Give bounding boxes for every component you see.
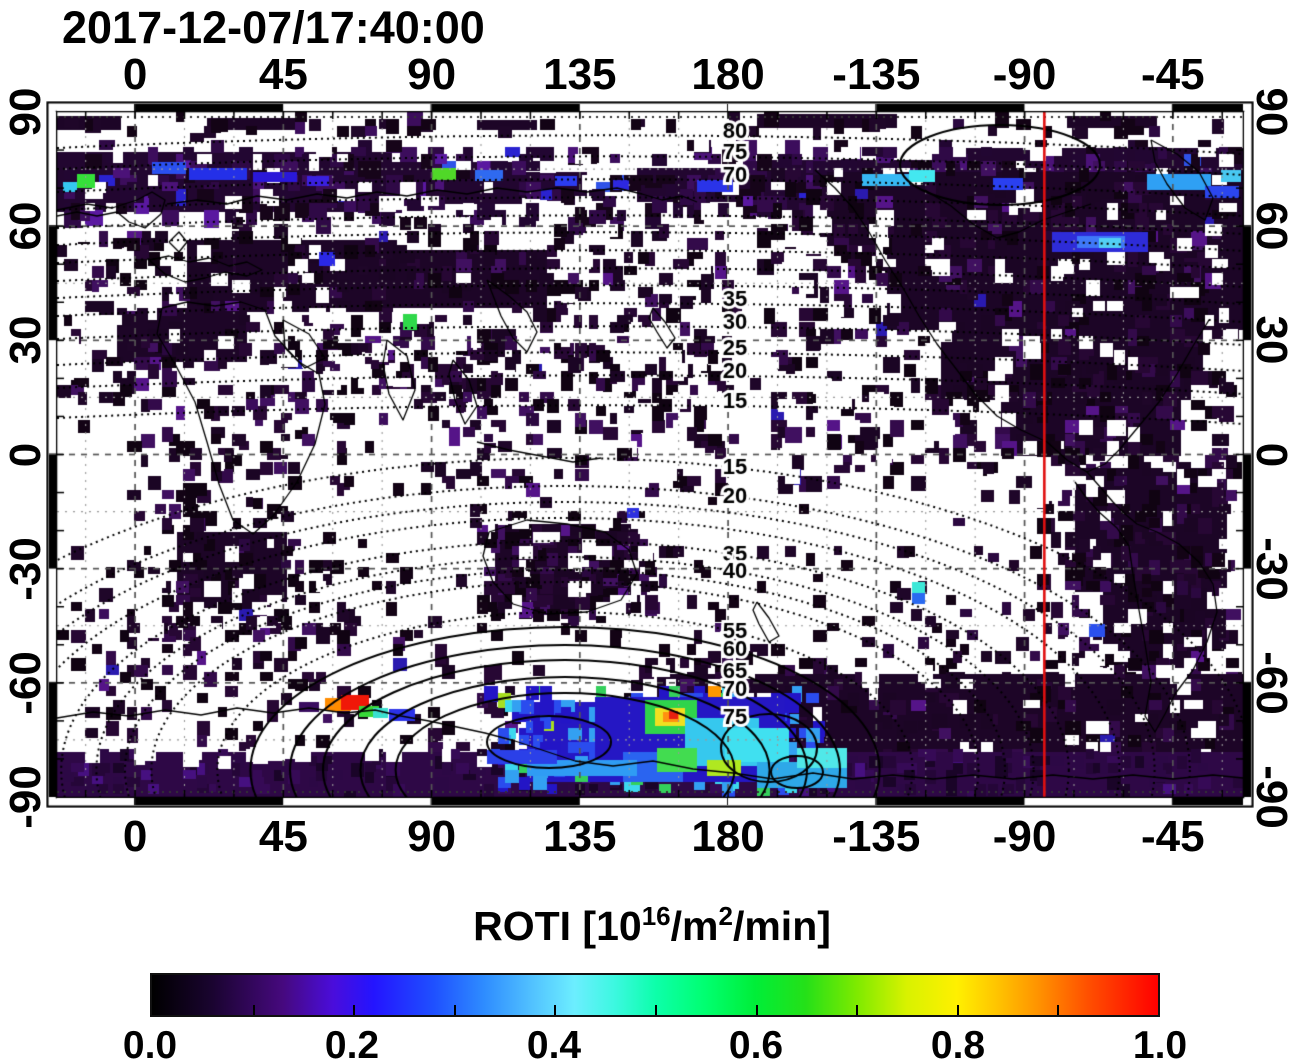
world-map-canvas [46,101,1254,808]
colorbar-tick-label: 1.0 [1132,1024,1188,1064]
lon-tick-label-top: 0 [122,50,148,99]
colorbar-minor-tick [554,1005,557,1015]
colorbar-tick-label: 0.4 [526,1024,582,1064]
colorbar-minor-tick [353,1005,356,1015]
lon-tick-label-top: -45 [1141,50,1205,99]
lon-tick-label-top: -90 [992,50,1057,99]
lon-tick-label-bottom: 180 [691,812,765,861]
plot-title-timestamp: 2017-12-07/17:40:00 [62,2,485,53]
colorbar-title-mid: /m [670,903,719,949]
roti-colorbar [150,973,1160,1017]
colorbar-title-exp1: 16 [641,901,671,931]
lat-tick-label-left: 0 [1,442,50,467]
colorbar-tick-label: 0.6 [728,1024,784,1064]
lon-tick-label-bottom: -135 [832,812,921,861]
colorbar-title-exp2: 2 [718,901,733,931]
lon-tick-label-bottom: 135 [543,812,617,861]
lat-tick-label-left: 30 [1,315,50,365]
lon-tick-label-bottom: -45 [1141,812,1205,861]
colorbar-title-suffix: /min] [732,903,831,949]
colorbar-minor-tick [856,1005,859,1015]
lat-tick-label-left: -30 [1,536,50,601]
lat-tick-label-left: 60 [1,201,50,251]
colorbar-minor-tick [1057,1005,1060,1015]
colorbar-title: ROTI [1016/m2/min] [473,901,831,950]
colorbar-minor-tick [252,1005,255,1015]
lon-tick-label-top: 90 [407,50,457,99]
lon-tick-label-bottom: 90 [407,812,457,861]
colorbar-tick-label: 0.2 [324,1024,380,1064]
lon-tick-label-bottom: 0 [122,812,148,861]
lon-tick-label-bottom: -90 [992,812,1057,861]
colorbar-minor-tick [655,1005,657,1015]
lon-tick-label-bottom: 45 [258,812,308,861]
lon-tick-label-top: 45 [258,50,308,99]
colorbar-minor-tick [956,1005,959,1015]
lat-tick-label-left: -90 [1,765,50,829]
lat-tick-label-left: 90 [1,87,50,137]
colorbar-title-prefix: ROTI [10 [473,903,642,949]
lon-tick-label-top: -135 [832,50,921,99]
lon-tick-label-top: 180 [691,50,765,99]
lat-tick-label-left: -60 [1,651,50,715]
colorbar-tick-label: 0.8 [930,1024,986,1064]
colorbar-tick-label: 0.0 [122,1024,178,1064]
lon-tick-label-top: 135 [543,50,617,99]
colorbar-minor-tick [755,1005,758,1015]
colorbar-minor-tick [453,1005,456,1015]
